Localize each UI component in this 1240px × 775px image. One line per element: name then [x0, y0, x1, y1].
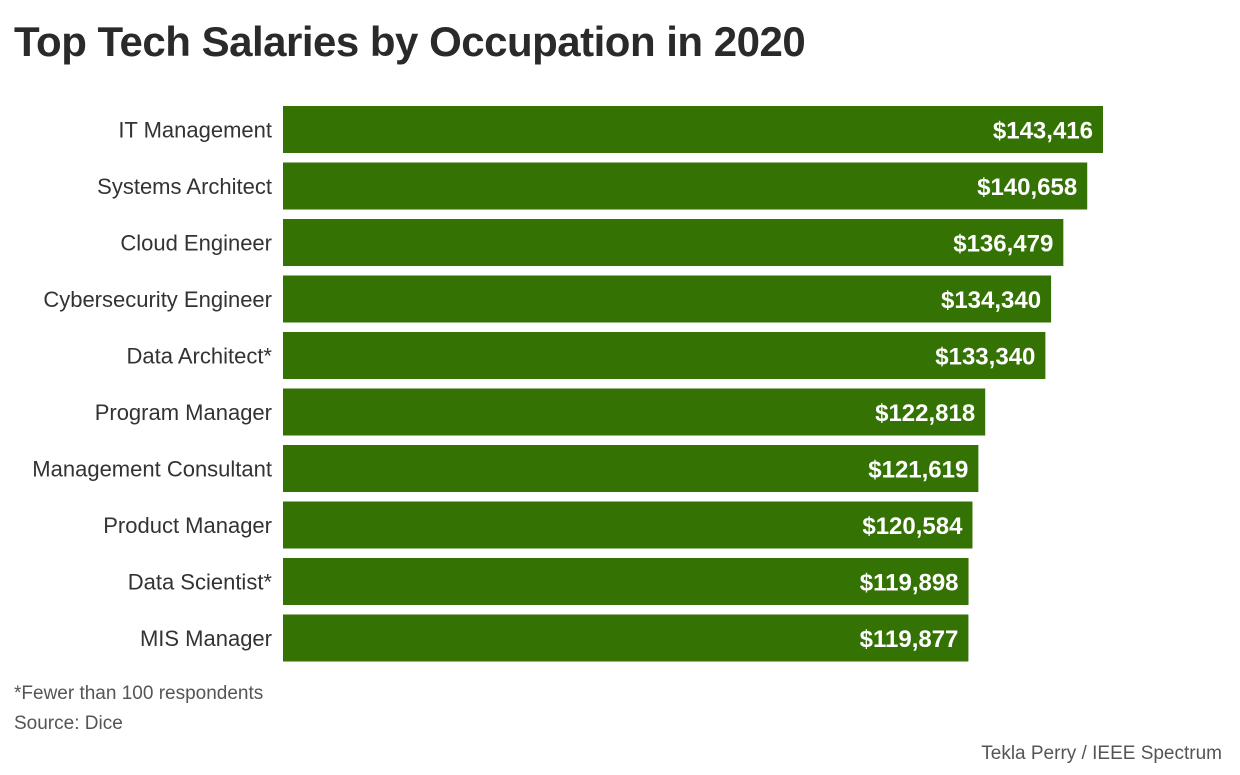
value-label: $133,340 — [935, 344, 1035, 371]
footnote: *Fewer than 100 respondents — [14, 683, 264, 704]
value-label: $136,479 — [953, 231, 1053, 258]
bar — [283, 558, 969, 605]
value-label: $119,898 — [860, 570, 959, 597]
category-label: Systems Architect — [97, 174, 272, 199]
category-label: Cybersecurity Engineer — [43, 287, 272, 312]
value-label: $122,818 — [875, 400, 975, 427]
category-label: IT Management — [118, 118, 272, 143]
bar — [283, 106, 1103, 153]
bar — [283, 162, 1088, 210]
bar — [283, 275, 1052, 323]
category-label: Cloud Engineer — [120, 231, 272, 256]
category-label: Program Manager — [95, 400, 272, 425]
category-label: MIS Manager — [140, 626, 272, 651]
value-label: $119,877 — [860, 626, 959, 653]
category-label: Product Manager — [103, 513, 272, 538]
chart-title: Top Tech Salaries by Occupation in 2020 — [14, 18, 806, 65]
source-note: Source: Dice — [14, 713, 123, 734]
credit-line: Tekla Perry / IEEE Spectrum — [981, 743, 1222, 764]
bar — [283, 332, 1046, 379]
category-label: Management Consultant — [32, 457, 272, 482]
bar — [283, 445, 979, 492]
value-label: $134,340 — [941, 287, 1041, 314]
bar — [283, 219, 1064, 266]
value-label: $120,584 — [862, 513, 963, 540]
bar — [283, 501, 973, 549]
category-label: Data Architect* — [126, 344, 272, 369]
bar — [283, 388, 986, 436]
category-label: Data Scientist* — [128, 570, 273, 595]
value-label: $140,658 — [977, 174, 1077, 201]
value-label: $121,619 — [868, 457, 968, 484]
bar — [283, 614, 969, 662]
value-label: $143,416 — [993, 118, 1093, 145]
